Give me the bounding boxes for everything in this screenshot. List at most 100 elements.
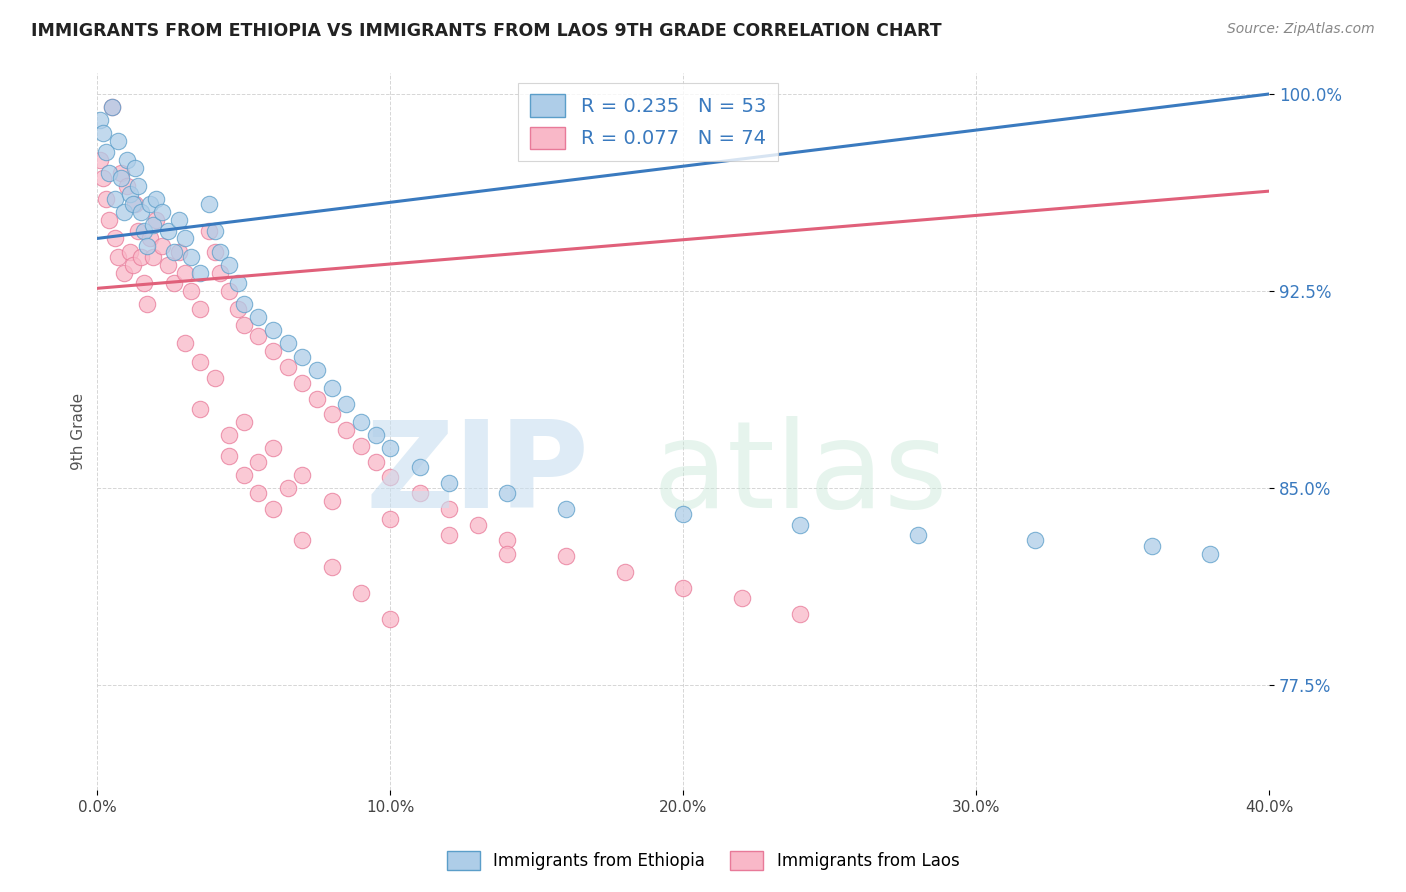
Point [380, 612, 402, 626]
Point [89, 113, 111, 128]
Point [134, 276, 156, 290]
Point [247, 310, 270, 325]
Point [232, 297, 254, 311]
Point [209, 244, 232, 259]
Point [226, 276, 249, 290]
Point [277, 336, 299, 351]
Point [127, 178, 149, 193]
Point [262, 442, 284, 456]
Point [139, 231, 162, 245]
Point [380, 512, 402, 526]
Point [121, 197, 143, 211]
Point [204, 223, 226, 237]
Point [89, 153, 111, 167]
Point [218, 450, 240, 464]
Point [110, 171, 132, 186]
Point [408, 486, 430, 500]
Point [101, 100, 124, 114]
Point [291, 350, 314, 364]
Point [115, 153, 138, 167]
Point [321, 381, 343, 395]
Point [112, 205, 135, 219]
Point [204, 370, 226, 384]
Point [907, 528, 929, 542]
Point [142, 219, 165, 233]
Point [262, 344, 284, 359]
Point [156, 258, 179, 272]
Point [174, 336, 197, 351]
Point [188, 302, 211, 317]
Point [335, 423, 357, 437]
Point [121, 258, 143, 272]
Point [112, 266, 135, 280]
Point [150, 205, 173, 219]
Text: ZIP: ZIP [366, 416, 589, 533]
Point [232, 467, 254, 482]
Point [180, 250, 202, 264]
Point [127, 223, 149, 237]
Point [174, 231, 197, 245]
Point [169, 244, 191, 259]
Point [156, 223, 179, 237]
Point [98, 166, 121, 180]
Point [321, 408, 343, 422]
Point [94, 145, 117, 159]
Point [107, 134, 129, 148]
Point [305, 392, 328, 406]
Point [291, 467, 314, 482]
Point [162, 276, 184, 290]
Point [188, 266, 211, 280]
Point [204, 244, 226, 259]
Point [789, 517, 811, 532]
Point [188, 355, 211, 369]
Point [209, 266, 232, 280]
Point [174, 266, 197, 280]
Point [247, 486, 270, 500]
Point [380, 470, 402, 484]
Legend: Immigrants from Ethiopia, Immigrants from Laos: Immigrants from Ethiopia, Immigrants fro… [440, 844, 966, 877]
Point [150, 239, 173, 253]
Point [555, 549, 578, 563]
Point [262, 323, 284, 337]
Point [437, 501, 460, 516]
Point [350, 439, 373, 453]
Point [437, 528, 460, 542]
Point [226, 302, 249, 317]
Point [142, 250, 165, 264]
Point [197, 197, 219, 211]
Point [115, 178, 138, 193]
Point [321, 494, 343, 508]
Point [335, 397, 357, 411]
Point [291, 376, 314, 390]
Point [197, 223, 219, 237]
Point [291, 533, 314, 548]
Text: Source: ZipAtlas.com: Source: ZipAtlas.com [1227, 22, 1375, 37]
Point [218, 258, 240, 272]
Point [1199, 547, 1222, 561]
Y-axis label: 9th Grade: 9th Grade [72, 392, 86, 470]
Point [364, 428, 387, 442]
Point [94, 192, 117, 206]
Point [91, 127, 114, 141]
Point [145, 192, 167, 206]
Point [124, 161, 146, 175]
Point [98, 213, 121, 227]
Point [467, 517, 489, 532]
Point [129, 205, 152, 219]
Point [321, 559, 343, 574]
Point [408, 459, 430, 474]
Point [672, 507, 695, 521]
Point [118, 186, 141, 201]
Point [247, 454, 270, 468]
Point [118, 244, 141, 259]
Point [789, 607, 811, 621]
Text: atlas: atlas [652, 416, 948, 533]
Point [162, 244, 184, 259]
Point [104, 231, 127, 245]
Point [496, 486, 519, 500]
Point [380, 442, 402, 456]
Point [218, 284, 240, 298]
Point [91, 171, 114, 186]
Point [107, 250, 129, 264]
Point [496, 547, 519, 561]
